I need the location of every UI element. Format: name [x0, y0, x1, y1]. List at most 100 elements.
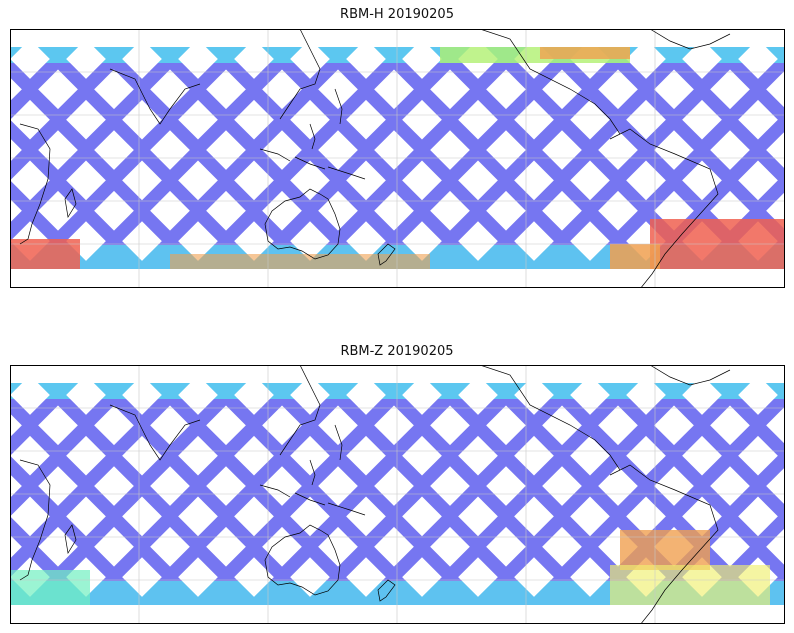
map-content [10, 365, 785, 624]
gap-diamond [234, 160, 274, 201]
gap-diamond [626, 496, 666, 537]
gap-diamond [402, 160, 442, 201]
gap-diamond [766, 70, 785, 109]
gap-diamond [290, 221, 330, 261]
gap-diamond [178, 160, 218, 201]
coastline [64, 524, 77, 554]
coastline [264, 188, 341, 260]
gap-diamond [206, 69, 246, 110]
gap-diamond [234, 557, 274, 597]
gap-diamond [66, 160, 106, 201]
gap-diamond [570, 221, 610, 261]
gap-diamond [234, 221, 274, 261]
gap-diamond [346, 557, 386, 597]
coastline [309, 424, 343, 486]
gap-diamond [318, 130, 358, 170]
gap-diamond [122, 375, 162, 415]
gap-diamond [682, 435, 722, 476]
gap-diamond [766, 467, 785, 505]
gap-diamond [626, 435, 666, 476]
coastline [259, 484, 366, 516]
hotspot-southern-band [170, 254, 430, 269]
gap-diamond [290, 99, 330, 140]
coastline [64, 188, 77, 218]
map-frame [10, 365, 785, 624]
gap-diamond [234, 375, 274, 415]
map-frame [10, 29, 785, 288]
gap-diamond [94, 466, 134, 506]
coastline [609, 128, 719, 288]
gap-diamond [654, 69, 694, 110]
gap-diamond [598, 130, 638, 170]
gap-diamond [626, 99, 666, 140]
gap-diamond [234, 435, 274, 476]
gap-diamond [738, 496, 778, 537]
gap-diamond [402, 375, 442, 415]
gap-diamond [178, 435, 218, 476]
gap-diamond [10, 99, 50, 140]
gap-diamond [374, 69, 414, 110]
gap-diamond [738, 99, 778, 140]
gap-diamond [710, 405, 750, 446]
gap-diamond [10, 534, 22, 559]
gap-diamond [654, 130, 694, 170]
gap-diamond [570, 160, 610, 201]
gap-diamond [542, 69, 582, 110]
gap-diamond [514, 221, 554, 261]
gap-diamond [430, 466, 470, 506]
coastline [377, 243, 396, 266]
gap-diamond [290, 557, 330, 597]
gap-diamond [626, 39, 666, 79]
gap-diamond [598, 526, 638, 567]
gap-diamond [178, 39, 218, 79]
gap-diamond [682, 39, 722, 79]
coastline [259, 148, 366, 180]
gap-diamond [150, 69, 190, 110]
gap-diamond [738, 160, 778, 201]
gap-diamond [514, 375, 554, 415]
gap-diamond [346, 496, 386, 537]
hotspot-south-america-tip [610, 244, 660, 269]
gap-diamond [514, 160, 554, 201]
gap-diamond [542, 526, 582, 567]
gap-diamond [766, 406, 785, 445]
gap-diamond [206, 466, 246, 506]
gap-diamond [430, 69, 470, 110]
gap-diamond [430, 130, 470, 170]
gap-diamond [682, 99, 722, 140]
gap-diamond [346, 39, 386, 79]
coastline [264, 524, 341, 596]
gap-diamond [710, 190, 750, 231]
coastline [609, 464, 719, 624]
gap-diamond [346, 99, 386, 140]
gap-diamond [318, 69, 358, 110]
gap-diamond [122, 557, 162, 597]
gap-diamond [682, 160, 722, 201]
gap-diamond [598, 466, 638, 506]
gap-diamond [346, 375, 386, 415]
gap-diamond [262, 69, 302, 110]
gap-diamond [262, 466, 302, 506]
gap-diamond [178, 99, 218, 140]
coastline [377, 579, 396, 602]
gap-diamond [682, 496, 722, 537]
hotspot-south-atlantic-band [610, 565, 770, 605]
gap-diamond [570, 496, 610, 537]
coastline [649, 365, 731, 386]
gap-diamond [654, 466, 694, 506]
gap-diamond [402, 496, 442, 537]
gap-diamond [626, 160, 666, 201]
gap-diamond [234, 39, 274, 79]
gap-diamond [402, 39, 442, 79]
gap-diamond [402, 99, 442, 140]
gap-diamond [290, 496, 330, 537]
gap-diamond [458, 99, 498, 140]
coastline [19, 123, 51, 245]
gap-diamond [598, 190, 638, 231]
hotspot-north-atlantic-core [540, 47, 630, 59]
gap-diamond [234, 99, 274, 140]
gap-diamond [542, 190, 582, 231]
gap-diamond [38, 130, 78, 170]
gap-diamond [710, 69, 750, 110]
gap-diamond [766, 527, 785, 566]
